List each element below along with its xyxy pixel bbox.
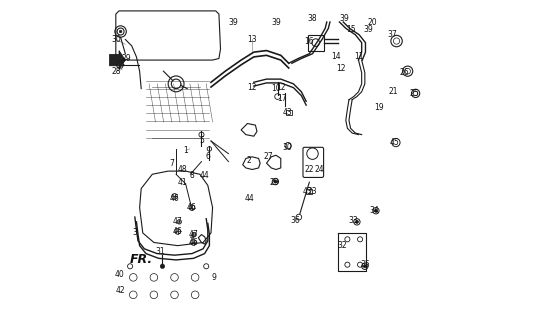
Text: 31: 31	[156, 247, 165, 257]
Circle shape	[177, 220, 181, 224]
Text: 26: 26	[400, 68, 409, 77]
Circle shape	[192, 232, 196, 237]
Text: 27: 27	[263, 152, 273, 161]
Text: 16: 16	[304, 36, 314, 45]
Text: 47: 47	[173, 217, 183, 226]
Text: 45: 45	[390, 138, 400, 147]
Text: 7: 7	[169, 159, 174, 168]
Text: 25: 25	[409, 89, 419, 98]
Circle shape	[274, 180, 277, 183]
Text: 43: 43	[303, 187, 313, 196]
Text: 9: 9	[212, 273, 216, 282]
Text: 46: 46	[187, 203, 197, 212]
Polygon shape	[109, 51, 125, 69]
Text: 44: 44	[200, 172, 209, 180]
Text: 35: 35	[360, 260, 370, 269]
Text: 4: 4	[190, 232, 195, 241]
Text: 48: 48	[177, 165, 187, 174]
Bar	[308, 35, 324, 51]
Text: 42: 42	[115, 285, 125, 295]
Text: 34: 34	[369, 206, 379, 215]
Circle shape	[356, 220, 359, 223]
Text: 39: 39	[228, 18, 238, 27]
Text: 37: 37	[387, 30, 397, 39]
Text: 22: 22	[304, 165, 314, 174]
Text: 44: 44	[244, 194, 254, 203]
Text: 46: 46	[189, 238, 198, 247]
Text: 12: 12	[276, 83, 286, 92]
Bar	[306, 189, 312, 194]
Circle shape	[160, 264, 165, 268]
Circle shape	[119, 30, 122, 33]
Text: 28: 28	[111, 67, 120, 76]
Text: 13: 13	[247, 35, 257, 44]
Bar	[286, 110, 292, 115]
Text: 39: 39	[340, 14, 349, 23]
Text: 3: 3	[132, 228, 138, 237]
Text: 2: 2	[247, 156, 252, 164]
Text: 43: 43	[282, 108, 292, 117]
Text: 17: 17	[278, 94, 287, 103]
Text: 33: 33	[349, 216, 359, 225]
Text: 10: 10	[271, 84, 281, 93]
Text: 23: 23	[308, 187, 317, 196]
Text: 39: 39	[271, 18, 281, 27]
Circle shape	[374, 209, 377, 212]
Text: 6: 6	[205, 152, 210, 161]
Text: 12: 12	[247, 83, 257, 92]
Text: 39: 39	[363, 25, 373, 35]
Text: 40: 40	[115, 270, 125, 279]
Text: 47: 47	[189, 230, 198, 239]
Circle shape	[364, 265, 366, 268]
Text: 29: 29	[122, 54, 131, 63]
Text: 32: 32	[338, 241, 348, 250]
Text: 41: 41	[177, 178, 187, 187]
Text: FR.: FR.	[130, 253, 152, 267]
Text: 20: 20	[368, 18, 377, 27]
Text: 38: 38	[308, 14, 317, 23]
Text: 5: 5	[199, 136, 204, 146]
Text: 12: 12	[336, 63, 346, 73]
Text: 46: 46	[173, 227, 183, 236]
Text: 30: 30	[282, 143, 292, 152]
Text: 8: 8	[190, 172, 195, 180]
Text: 11: 11	[354, 52, 364, 61]
Text: 36: 36	[290, 216, 300, 225]
Text: 24: 24	[314, 165, 324, 174]
Text: 14: 14	[332, 52, 341, 61]
Text: 1: 1	[183, 146, 188, 155]
Text: 29: 29	[270, 178, 279, 187]
Text: 21: 21	[389, 87, 398, 96]
Text: 19: 19	[374, 103, 384, 112]
Text: 46: 46	[169, 194, 180, 203]
Text: 30: 30	[111, 35, 120, 44]
Text: 15: 15	[346, 25, 356, 35]
